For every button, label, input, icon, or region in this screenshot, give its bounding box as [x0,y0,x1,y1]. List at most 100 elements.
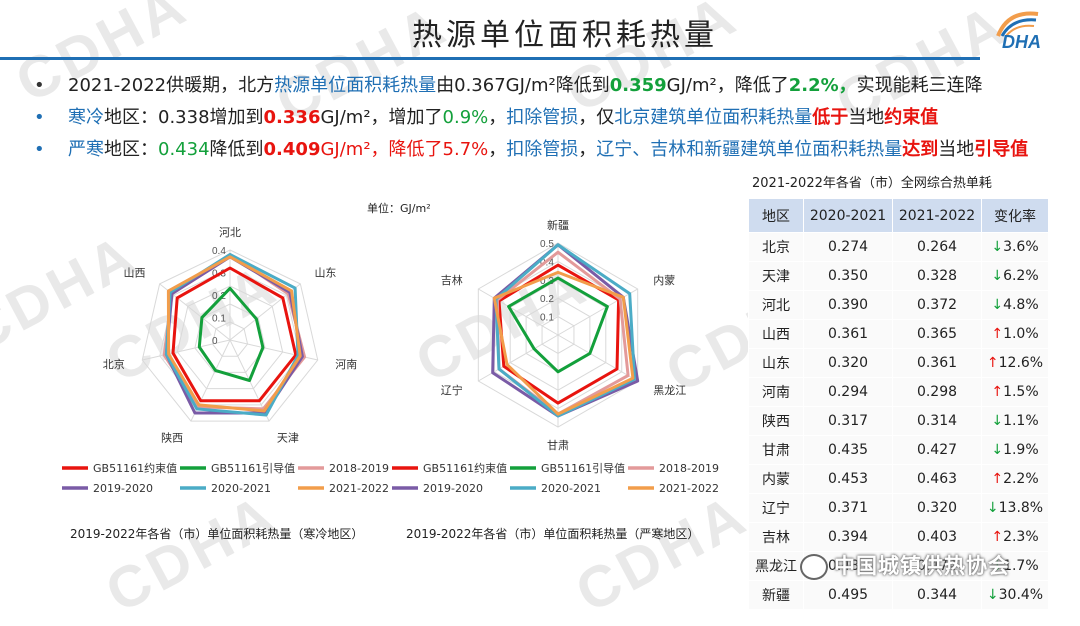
bullet-text-segment: 严寒 [68,139,104,160]
down-arrow-icon: ↓ [991,268,1004,284]
radar-tick-label: 0.2 [540,294,554,305]
region-cell: 辽宁 [748,493,804,523]
region-cell: 吉林 [748,522,804,552]
region-cell: 黑龙江 [748,551,804,581]
bullet-text-segment: GJ/m²， [320,139,389,160]
legend-label: 2019-2020 [93,482,153,495]
change-rate-value: 13.8% [998,500,1044,516]
change-rate-cell: ↑2.2% [981,464,1049,494]
table-row: 陕西 0.317 0.314 ↓1.1% [748,406,1049,436]
radar-category-label: 辽宁 [441,383,463,397]
radar-series-line [497,263,621,405]
bullet-text-segment: 0.336 [263,107,321,128]
column-header-region: 地区 [748,198,804,233]
legend-label: 2020-2021 [211,482,271,495]
legend-label: GB51161引导值 [541,461,625,475]
bullet-text-segment: 0.409 [263,139,321,160]
value-2021-2022-cell: 0.474 [892,551,982,581]
radar-series-line [197,286,265,382]
table-row: 山西 0.361 0.365 ↑1.0% [748,319,1049,349]
title-divider [0,57,980,60]
table-row: 河南 0.294 0.298 ↑1.5% [748,377,1049,407]
radar-category-label: 北京 [103,357,125,371]
bullet-text-segment: ， [488,139,507,160]
change-rate-cell: ↓1.1% [981,406,1049,436]
change-rate-value: 4.8% [1003,297,1039,313]
value-2020-2021-cell: 0.274 [803,232,893,262]
value-2021-2022-cell: 0.344 [892,580,982,610]
radar-tick-label: 0.2 [212,291,226,302]
bullet-dot: • [34,139,45,160]
radar-category-label: 天津 [277,431,299,444]
chart-caption-severe: 2019-2022年各省（市）单位面积耗热量（严寒地区） [406,527,700,541]
value-2020-2021-cell: 0.453 [803,464,893,494]
radar-tick-label: 0.3 [540,276,554,287]
radar-category-label: 新疆 [547,218,569,232]
table-row: 河北 0.390 0.372 ↓4.8% [748,290,1049,320]
region-cell: 河南 [748,377,804,407]
legend-label: 2020-2021 [541,482,601,495]
table-row: 新疆 0.495 0.344 ↓30.4% [748,580,1049,610]
region-cell: 新疆 [748,580,804,610]
value-2020-2021-cell: 0.435 [803,435,893,465]
bullet-text-segment: 降低到 [209,139,264,160]
change-rate-cell: ↑2.3% [981,522,1049,552]
radar-grid-ring [211,321,249,357]
bullet-text-segment: GJ/m²，降低了 [666,75,789,96]
legend-label: 2019-2020 [423,482,483,495]
legend-label: GB51161约束值 [93,462,177,475]
bullet-text-segment: 引导值 [974,139,1029,160]
wechat-icon [800,554,828,580]
heat-consumption-table: 地区 2020-2021 2021-2022 变化率 北京 0.274 0.264 ↓… [748,198,1049,610]
up-arrow-icon: ↑ [991,384,1004,400]
change-rate-cell: ↓13.8% [981,493,1049,523]
region-cell: 北京 [748,232,804,262]
bullet-text-segment: ， [488,107,507,128]
change-rate-value: 1.0% [1003,326,1039,342]
table-row: 山东 0.320 0.361 ↑12.6% [748,348,1049,378]
page-title: 热源单位面积耗热量 [412,18,718,53]
radar-category-label: 甘肃 [547,439,569,452]
bullet-text-segment: 0.359 [609,75,667,96]
down-arrow-icon: ↓ [991,297,1004,313]
radar-category-label: 黑龙江 [653,384,686,397]
change-rate-value: 6.2% [1003,268,1039,284]
down-arrow-icon: ↓ [986,587,999,603]
legend-label: 2021-2022 [329,482,389,495]
change-rate-value: 12.6% [998,355,1044,371]
cdha-logo: DHA [996,11,1041,52]
down-arrow-icon: ↓ [991,239,1004,255]
bullet-text-segment: 北京建筑单位面积耗热量 [614,107,813,128]
bullet-text-segment: 当地 [938,139,975,160]
region-cell: 甘肃 [748,435,804,465]
change-rate-cell: ↑1.0% [981,319,1049,349]
bullet-text-segment: 寒冷 [68,107,104,128]
bullet-text-segment: 辽宁、吉林和新疆建筑单位面积耗热量 [596,139,903,160]
radar-grid-ring [141,249,319,422]
wechat-watermark: 中国城镇供热协会 [800,550,1010,580]
radar-series-line [507,276,609,374]
up-arrow-icon: ↑ [986,355,999,371]
up-arrow-icon: ↑ [991,529,1004,545]
value-2020-2021-cell: 0.495 [803,580,893,610]
table-title: 2021-2022年各省（市）全网综合热单耗 [752,176,992,191]
value-2020-2021-cell: 0.390 [803,290,893,320]
chart-caption-cold: 2019-2022年各省（市）单位面积耗热量（寒冷地区） [70,527,364,541]
bullet-text-segment: GJ/m²，增加了 [320,107,443,128]
summary-bullets: • 2021-2022供暖期，北方热源单位面积耗热量由0.367GJ/m²降低到0… [34,70,1044,166]
radar-tick-label: 0.4 [540,257,554,268]
radar-axis-spoke [478,288,559,336]
radar-series-line [171,266,298,403]
value-2021-2022-cell: 0.463 [892,464,982,494]
change-rate-value: 1.9% [1003,442,1039,458]
radar-series-line [166,255,302,413]
bullet-text-segment: 实现能耗三连降 [856,75,983,96]
change-rate-cell: ↓6.2% [981,261,1049,291]
value-2020-2021-cell: 0.320 [803,348,893,378]
column-header-2020-2021: 2020-2021 [803,198,893,233]
value-2021-2022-cell: 0.328 [892,261,982,291]
up-arrow-icon: ↑ [991,471,1004,487]
change-rate-value: 1.7% [1003,558,1039,574]
bullet-text-segment: 地区： [104,139,158,160]
radar-category-label: 河南 [335,358,357,371]
